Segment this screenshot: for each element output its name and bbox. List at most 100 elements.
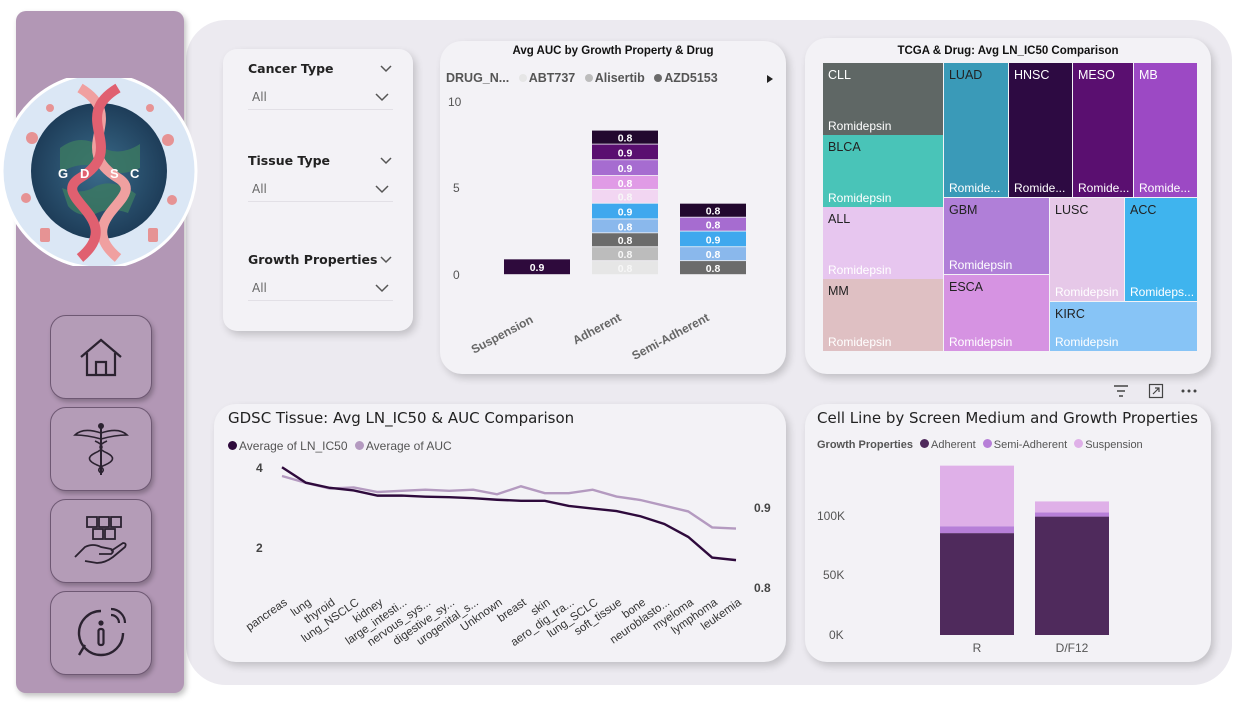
logo-letter-d: D [80, 166, 89, 181]
treemap-cell-esca[interactable]: ESCA Romidepsin [943, 275, 1049, 351]
treemap-cell-mm[interactable]: MM Romidepsin [823, 279, 943, 351]
treemap-cell-all[interactable]: ALL Romidepsin [823, 207, 943, 279]
legend-item[interactable]: Adherent [931, 439, 976, 451]
nav-medical-button[interactable] [50, 407, 152, 491]
legend-next-arrow-icon[interactable] [765, 74, 775, 84]
legend-dot [982, 439, 992, 448]
y-tick-label: 0K [829, 628, 844, 642]
auc-bar-chart-card: Avg AUC by Growth Property & Drug DRUG_N… [440, 41, 786, 374]
y-right-tick-label: 0.9 [754, 501, 771, 515]
tissue-line-chart-card: GDSC Tissue: Avg LN_IC50 & AUC Compariso… [214, 404, 786, 662]
chart-title: Cell Line by Screen Medium and Growth Pr… [817, 409, 1198, 427]
bar-segment [592, 219, 658, 233]
data-label: 0.8 [618, 178, 633, 190]
nav-home-button[interactable] [50, 315, 152, 399]
treemap-cell-label: KIRC [1055, 307, 1085, 321]
legend-item[interactable]: Suspension [1085, 439, 1143, 451]
data-label: 0.9 [618, 163, 633, 175]
nav-info-button[interactable] [50, 591, 152, 675]
logo-letter-g: G [58, 166, 68, 181]
legend-item[interactable]: Average of LN_IC50 [239, 439, 348, 453]
slicer-title: Growth Properties [248, 252, 378, 267]
treemap-cell-sublabel: Romide... [1014, 181, 1066, 195]
slicer-dropdown[interactable]: All [248, 277, 393, 301]
treemap-cell-sublabel: Romidepsin [828, 263, 892, 277]
chart-legend: Growth Properties Adherent Semi-Adherent… [817, 439, 1143, 451]
legend-dot [654, 74, 663, 82]
slicer-value: All [252, 182, 267, 196]
legend-dot [584, 74, 593, 82]
bar-segment [592, 261, 658, 275]
legend-dot [920, 439, 930, 448]
treemap-cell-label: MESO [1078, 68, 1115, 82]
legend-dot [228, 441, 237, 450]
x-tick-label: Suspension [469, 312, 536, 356]
slicer-dropdown[interactable]: All [248, 178, 393, 202]
nav-supply-button[interactable] [50, 499, 152, 583]
chart-title: Avg AUC by Growth Property & Drug [512, 45, 714, 57]
x-tick-label: breast [496, 596, 530, 625]
slicer-title: Tissue Type [248, 153, 331, 168]
data-label: 0.8 [618, 263, 633, 275]
slicer-dropdown[interactable]: All [248, 86, 393, 110]
treemap-cell-sublabel: Romidepsin [1055, 285, 1119, 299]
chart-legend: Average of LN_IC50 Average of AUC [228, 439, 452, 453]
legend-item[interactable]: ABT737 [528, 71, 576, 85]
x-tick-label: pancreas [244, 596, 290, 633]
treemap-cell-label: LUSC [1055, 203, 1089, 217]
legend-item[interactable]: Average of AUC [365, 439, 452, 453]
y-tick-label: 5 [453, 181, 460, 195]
filter-button[interactable] [1108, 378, 1134, 404]
chart-legend: DRUG_N... ABT737 Alisertib AZD5153 [446, 71, 718, 85]
info-icon [77, 607, 127, 657]
bar-segment [1035, 512, 1109, 517]
legend-item[interactable]: Semi-Adherent [993, 439, 1068, 451]
data-label: 0.8 [706, 249, 721, 261]
chevron-down-icon[interactable] [379, 153, 393, 167]
treemap-cell-sublabel: Romidepsin [948, 258, 1013, 272]
treemap-cell-sublabel: Romidepsin [828, 335, 892, 349]
chart-title: GDSC Tissue: Avg LN_IC50 & AUC Compariso… [228, 409, 575, 427]
treemap-cell-blca[interactable]: BLCA Romidepsin [823, 135, 943, 207]
cell-line-chart-card: Cell Line by Screen Medium and Growth Pr… [805, 404, 1211, 662]
legend-item[interactable]: Alisertib [594, 71, 645, 85]
treemap-cell-mb[interactable]: MB Romide... [1134, 63, 1197, 197]
slicer-title: Cancer Type [248, 61, 334, 76]
logo-letter-s: S [110, 166, 119, 181]
focus-mode-icon [1148, 383, 1164, 399]
treemap-cell-luad[interactable]: LUAD Romide... [943, 63, 1008, 197]
treemap-cell-lusc[interactable]: LUSC Romidepsin [1050, 198, 1124, 301]
bar-segment [680, 217, 746, 231]
data-label: 0.8 [706, 263, 721, 275]
treemap-cell-gbm[interactable]: GBM Romidepsin [943, 198, 1049, 274]
legend-dot [1074, 439, 1084, 448]
treemap-cell-sublabel: Romidepsin [828, 119, 892, 133]
bar-segment [592, 160, 658, 176]
bar-segment [592, 130, 658, 144]
treemap-cell-kirc[interactable]: KIRC Romidepsin [1050, 302, 1197, 351]
legend-item[interactable]: AZD5153 [664, 71, 718, 85]
filter-icon [1114, 385, 1128, 397]
chevron-down-icon[interactable] [379, 252, 393, 266]
series-line-auc [281, 474, 737, 530]
treemap-cell-label: CLL [828, 68, 851, 82]
treemap-cell-hnsc[interactable]: HNSC Romide... [1009, 63, 1072, 197]
treemap-cell-label: HNSC [1014, 68, 1050, 82]
slicer-tissue-type: Tissue Type All [248, 153, 393, 202]
bar-segment [592, 175, 658, 189]
legend-label: DRUG_N... [446, 71, 510, 85]
treemap-cell-acc[interactable]: ACC Romideps... [1125, 198, 1197, 301]
treemap-cell-meso[interactable]: MESO Romide... [1073, 63, 1133, 197]
more-options-button[interactable] [1176, 378, 1202, 404]
treemap-cell-cll[interactable]: CLL Romidepsin [823, 63, 943, 135]
data-label: 0.8 [618, 133, 633, 145]
home-icon [80, 338, 122, 377]
treemap-cell-label: MM [828, 284, 849, 298]
caduceus-icon [73, 423, 129, 475]
chevron-down-icon[interactable] [379, 61, 393, 75]
bar-segment [1035, 516, 1109, 635]
treemap-cell-sublabel: Romide... [948, 181, 1001, 195]
focus-mode-button[interactable] [1143, 378, 1169, 404]
bar-segment [940, 533, 1014, 635]
treemap-cell-sublabel: Romideps... [1130, 285, 1195, 299]
